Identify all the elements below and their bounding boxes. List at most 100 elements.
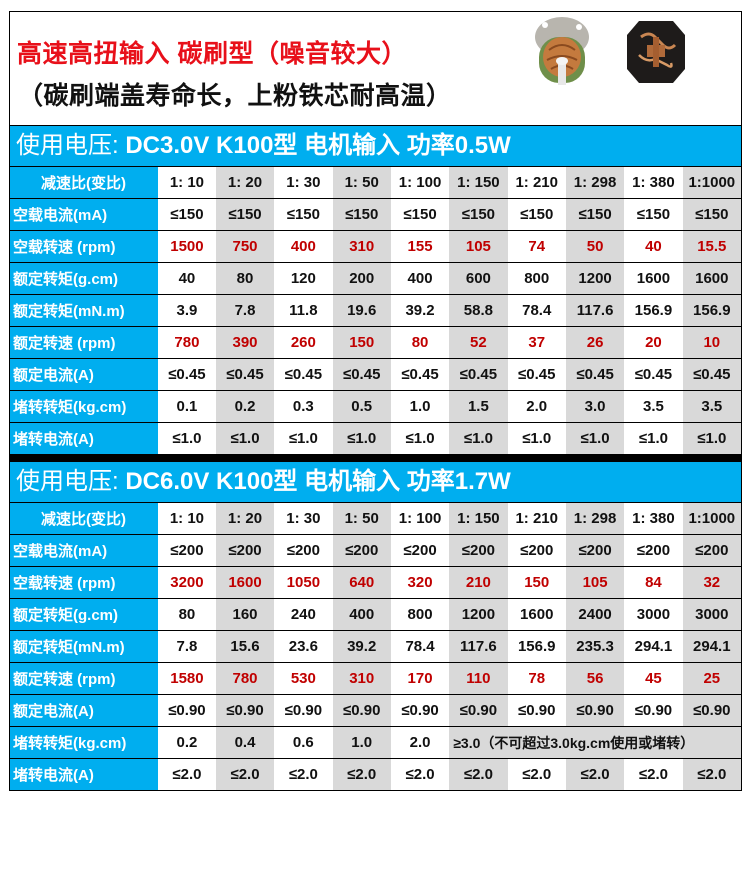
- table-row: 额定转矩(mN.m) 7.8 15.6 23.6 39.2 78.4 117.6 156.9 2…: [10, 630, 741, 663]
- table-cell: 150: [507, 566, 566, 599]
- title-sub: （碳刷端盖寿命长，上粉铁芯耐高温）: [18, 82, 452, 110]
- table-cell: 640: [332, 566, 391, 599]
- table-cell: 39.2: [390, 294, 450, 327]
- row-label: 减速比(变比): [10, 503, 158, 535]
- table-cell: ≤200: [274, 534, 333, 567]
- table-cell: ≤200: [215, 534, 275, 567]
- table-cell: 3.5: [682, 390, 741, 423]
- table-cell: 7.8: [215, 294, 275, 327]
- table-cell: 1: 210: [507, 503, 566, 535]
- row-label: 空载转速 (rpm): [10, 230, 158, 263]
- table-cell: 1: 30: [274, 503, 333, 535]
- table-cell: 310: [332, 230, 391, 263]
- table-cell: 45: [624, 662, 683, 695]
- table-cell: ≤2.0: [624, 758, 683, 790]
- table-row: 额定转矩(g.cm) 80 160 240 400 800 1200 1600 2400 3000…: [10, 598, 741, 631]
- table-cell: ≤0.45: [390, 358, 450, 391]
- row-label: 额定电流(A): [10, 358, 158, 391]
- row-label: 额定转矩(mN.m): [10, 630, 158, 663]
- table-cell: ≤150: [274, 198, 333, 231]
- table-cell: 1.0: [332, 726, 391, 759]
- table-cell: ≤1.0: [332, 422, 391, 454]
- row-label: 额定转矩(g.cm): [10, 598, 158, 631]
- table-cell: 260: [274, 326, 333, 359]
- table-cell: ≤0.90: [157, 694, 216, 727]
- table-cell: 3200: [157, 566, 216, 599]
- table-cell: 3000: [624, 598, 683, 631]
- table-cell: 320: [390, 566, 450, 599]
- table-row: 减速比(变比) 1: 10 1: 20 1: 30 1: 50 1: 100 1: 150 1…: [10, 167, 741, 199]
- table-cell: ≤2.0: [565, 758, 625, 790]
- table-cell: ≤1.0: [390, 422, 450, 454]
- table-cell: ≤200: [157, 534, 216, 567]
- table-cell: 530: [274, 662, 333, 695]
- table-cell: ≤0.90: [624, 694, 683, 727]
- table-row: 空载转速 (rpm) 3200 1600 1050 640 320 210 150 105 84 3…: [10, 566, 741, 599]
- voltage-spec: DC6.0V K100型 电机输入 功率1.7W: [118, 468, 511, 495]
- row-label: 额定转速 (rpm): [10, 326, 158, 359]
- table-cell: 1: 50: [332, 503, 391, 535]
- table-cell: 800: [507, 262, 566, 295]
- table-cell: 23.6: [274, 630, 333, 663]
- table-cell: 1: 30: [274, 167, 333, 199]
- table-cell: ≤150: [215, 198, 275, 231]
- table-cell: 156.9: [507, 630, 566, 663]
- table-cell: ≤0.45: [682, 358, 741, 391]
- table-cell: ≤150: [390, 198, 450, 231]
- table-cell: ≤0.45: [507, 358, 566, 391]
- table-row: 堵转转矩(kg.cm) 0.1 0.2 0.3 0.5 1.0 1.5 2.0 3.0 3.5 3.…: [10, 390, 741, 423]
- table-cell: 200: [332, 262, 391, 295]
- table-cell: 390: [215, 326, 275, 359]
- table-row: 额定转矩(g.cm) 40 80 120 200 400 600 800 1200 1600 160…: [10, 262, 741, 295]
- voltage-bar-dc3v: 使用电压: DC3.0V K100型 电机输入 功率0.5W: [10, 126, 741, 167]
- row-label: 额定转矩(mN.m): [10, 294, 158, 327]
- table-cell: ≤1.0: [682, 422, 741, 454]
- table-cell: 1:1000: [682, 167, 741, 199]
- table-cell: 160: [215, 598, 275, 631]
- table-cell: 117.6: [565, 294, 625, 327]
- table-cell: ≤150: [624, 198, 683, 231]
- table-cell: ≤0.90: [565, 694, 625, 727]
- table-cell: 780: [157, 326, 216, 359]
- table-cell: 3.9: [157, 294, 216, 327]
- table-cell: 1: 100: [390, 503, 450, 535]
- table-cell: ≤2.0: [507, 758, 566, 790]
- table-cell: ≤200: [390, 534, 450, 567]
- table-cell: ≤1.0: [157, 422, 216, 454]
- table-row: 堵转电流(A) ≤1.0 ≤1.0 ≤1.0 ≤1.0 ≤1.0 ≤1.0 ≤1.0 ≤1.0 ≤…: [10, 422, 741, 454]
- spec-table-dc3v: 减速比(变比) 1: 10 1: 20 1: 30 1: 50 1: 100 1: 150 1…: [10, 167, 741, 454]
- table-cell: ≤150: [157, 198, 216, 231]
- spec-table-dc6v: 减速比(变比) 1: 10 1: 20 1: 30 1: 50 1: 100 1: 150 1…: [10, 503, 741, 790]
- table-cell: 1: 10: [157, 503, 216, 535]
- table-cell: ≤1.0: [565, 422, 625, 454]
- table-cell: 210: [449, 566, 508, 599]
- table-cell: 25: [682, 662, 741, 695]
- table-cell: 400: [390, 262, 450, 295]
- table-dc3v: 使用电压: DC3.0V K100型 电机输入 功率0.5W 减速比(变比) 1:…: [10, 126, 741, 454]
- table-cell: ≤2.0: [157, 758, 216, 790]
- table-cell: 1: 150: [449, 503, 508, 535]
- table-cell: ≤150: [565, 198, 625, 231]
- table-cell: ≤2.0: [390, 758, 450, 790]
- voltage-spec: DC3.0V K100型 电机输入 功率0.5W: [118, 132, 511, 159]
- table-cell: 78: [507, 662, 566, 695]
- table-cell: 1:1000: [682, 503, 741, 535]
- table-cell: 1.5: [449, 390, 508, 423]
- table-cell: 294.1: [624, 630, 683, 663]
- row-label: 堵转转矩(kg.cm): [10, 390, 158, 423]
- table-cell: ≤1.0: [624, 422, 683, 454]
- table-cell: ≤0.45: [449, 358, 508, 391]
- table-cell: 1: 50: [332, 167, 391, 199]
- table-cell: ≤0.45: [157, 358, 216, 391]
- table-cell: 310: [332, 662, 391, 695]
- table-cell: 750: [215, 230, 275, 263]
- table-row: 减速比(变比) 1: 10 1: 20 1: 30 1: 50 1: 100 1: 150 1…: [10, 503, 741, 535]
- table-cell: 1: 380: [624, 167, 683, 199]
- table-cell: 0.6: [274, 726, 333, 759]
- table-cell: 0.5: [332, 390, 391, 423]
- table-row: 堵转电流(A) ≤2.0 ≤2.0 ≤2.0 ≤2.0 ≤2.0 ≤2.0 ≤2.0 ≤2.0 ≤…: [10, 758, 741, 790]
- table-cell: ≤0.45: [215, 358, 275, 391]
- table-cell: 155: [390, 230, 450, 263]
- table-cell: ≤0.90: [390, 694, 450, 727]
- table-cell: 780: [215, 662, 275, 695]
